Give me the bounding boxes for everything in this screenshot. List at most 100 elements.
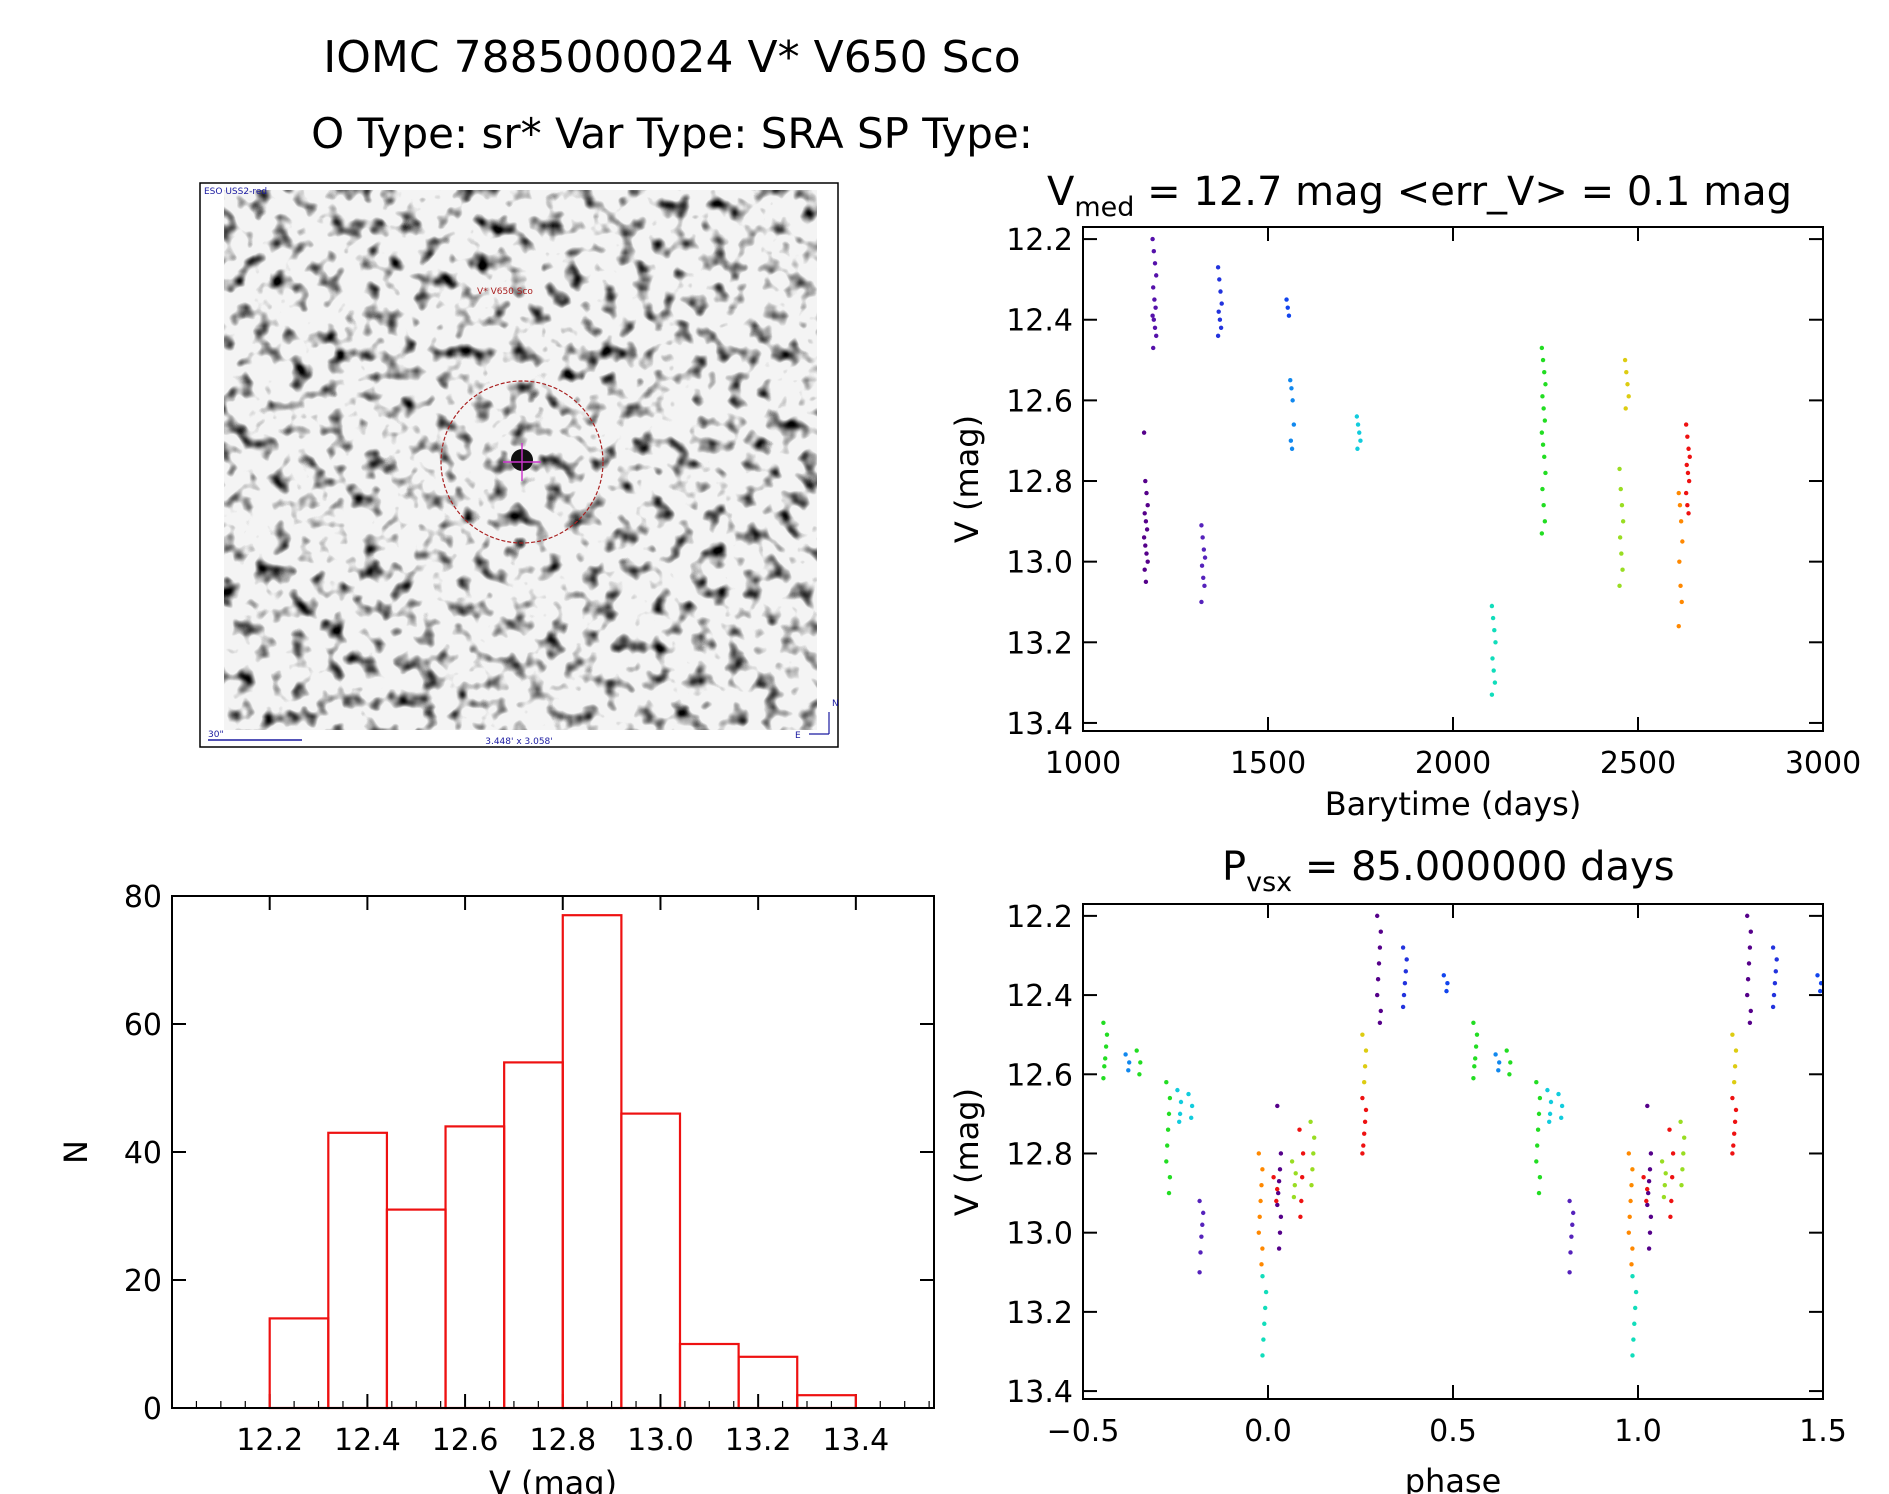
lightcurve-point bbox=[1142, 567, 1147, 572]
phased-point bbox=[1535, 1127, 1541, 1132]
histogram-xlabel: V (mag) bbox=[489, 1464, 617, 1494]
histogram-bar bbox=[327, 1131, 389, 1410]
lightcurve-point bbox=[1144, 551, 1149, 556]
histogram-bar bbox=[268, 1317, 330, 1410]
lightcurve-point bbox=[1200, 535, 1205, 540]
phased-point bbox=[1748, 1008, 1754, 1014]
lightcurve-point bbox=[1143, 543, 1148, 548]
phased-point bbox=[1102, 1064, 1107, 1069]
histogram-bar bbox=[444, 1125, 506, 1410]
lightcurve-ytick-label: 13.4 bbox=[1006, 707, 1073, 742]
phased-point bbox=[1646, 1246, 1652, 1251]
lightcurve-point bbox=[1154, 273, 1159, 278]
histogram-bar bbox=[796, 1394, 857, 1410]
phased-point bbox=[1732, 1080, 1737, 1085]
phased-point bbox=[1164, 1159, 1169, 1164]
histogram-frame bbox=[171, 895, 935, 1409]
phased-point bbox=[1197, 1198, 1202, 1204]
phased-point bbox=[1378, 1008, 1384, 1014]
phased-point bbox=[1628, 1198, 1633, 1204]
phased-xtick-label: 0.0 bbox=[1244, 1414, 1292, 1449]
phased-frame bbox=[1082, 903, 1824, 1400]
lightcurve-point bbox=[1289, 386, 1294, 391]
phased-point bbox=[1771, 992, 1777, 998]
lightcurve-point bbox=[1542, 454, 1547, 460]
phased-point bbox=[1263, 1289, 1269, 1295]
lightcurve-title: Vmed = 12.7 mag <err_V> = 0.1 mag bbox=[1047, 169, 1792, 223]
phased-point bbox=[1260, 1274, 1265, 1279]
lightcurve-point bbox=[1217, 277, 1222, 282]
phased-ytick-label: 13.4 bbox=[1006, 1375, 1073, 1410]
lightcurve-point bbox=[1151, 317, 1157, 322]
lightcurve-point bbox=[1684, 462, 1689, 468]
lightcurve-point bbox=[1217, 317, 1223, 322]
phased-point bbox=[1127, 1060, 1132, 1065]
phased-point bbox=[1534, 1159, 1539, 1164]
phased-point bbox=[1198, 1250, 1203, 1255]
lightcurve-point bbox=[1626, 394, 1631, 399]
histogram-xtick-label: 13.2 bbox=[725, 1423, 792, 1458]
lightcurve-point bbox=[1290, 398, 1295, 403]
phased-point bbox=[1200, 1222, 1205, 1227]
lightcurve-point bbox=[1492, 628, 1497, 633]
phased-point bbox=[1299, 1198, 1304, 1204]
phased-point bbox=[1730, 1032, 1735, 1037]
phased-point bbox=[1748, 929, 1754, 934]
lightcurve-ytick-label: 13.0 bbox=[1006, 546, 1073, 581]
lightcurve-point bbox=[1201, 547, 1207, 552]
phased-point bbox=[1260, 1167, 1265, 1172]
lightcurve-point bbox=[1284, 297, 1289, 302]
phased-point bbox=[1186, 1091, 1191, 1097]
lightcurve-point bbox=[1540, 486, 1545, 492]
lightcurve-point bbox=[1543, 382, 1548, 387]
lightcurve-point bbox=[1686, 478, 1692, 484]
phased-point bbox=[1773, 969, 1779, 974]
lightcurve-point bbox=[1154, 333, 1159, 339]
phased-point bbox=[1444, 988, 1449, 994]
phased-point bbox=[1258, 1198, 1263, 1204]
phased-point bbox=[1138, 1060, 1143, 1065]
phased-point bbox=[1103, 1056, 1108, 1061]
phased-point bbox=[1508, 1060, 1513, 1065]
phased-ytick-label: 12.4 bbox=[1006, 979, 1073, 1014]
lightcurve-ytick-label: 12.2 bbox=[1006, 223, 1073, 258]
phased-point bbox=[1377, 1020, 1383, 1025]
phased-point bbox=[1402, 981, 1408, 986]
histogram-xtick-label: 13.0 bbox=[627, 1423, 694, 1458]
phased-point bbox=[1493, 1052, 1498, 1057]
phased-point bbox=[1567, 1270, 1572, 1275]
phased-point bbox=[1362, 1080, 1367, 1085]
phased-point bbox=[1103, 1044, 1109, 1049]
phased-point bbox=[1745, 913, 1750, 919]
finder-image: ESO USS2-red V* V650 Sco 30" 3.448' x 3.… bbox=[199, 182, 839, 748]
phased-point bbox=[1547, 1111, 1553, 1117]
lightcurve-point bbox=[1152, 261, 1158, 266]
phased-point bbox=[1123, 1052, 1128, 1057]
phased-point bbox=[1167, 1175, 1173, 1180]
lightcurve-point bbox=[1539, 345, 1545, 351]
lightcurve-point bbox=[1686, 446, 1691, 451]
histogram-ytick-label: 40 bbox=[124, 1136, 162, 1171]
lightcurve-point bbox=[1625, 382, 1630, 387]
lightcurve-point bbox=[1201, 575, 1206, 580]
lightcurve-xtick-label: 2000 bbox=[1415, 746, 1491, 781]
phased-point bbox=[1441, 973, 1447, 978]
lightcurve-point bbox=[1619, 551, 1624, 556]
phased-point bbox=[1507, 1072, 1512, 1077]
phased-point bbox=[1259, 1182, 1264, 1188]
phased-point bbox=[1567, 1198, 1572, 1204]
phased-point bbox=[1361, 1143, 1366, 1148]
phased-point bbox=[1629, 1262, 1634, 1267]
lightcurve-point bbox=[1145, 503, 1150, 508]
lightcurve-point bbox=[1285, 305, 1290, 310]
lightcurve-point bbox=[1150, 236, 1155, 242]
phased-point bbox=[1165, 1143, 1170, 1148]
lightcurve-point bbox=[1288, 438, 1294, 443]
lightcurve-point bbox=[1141, 535, 1147, 540]
lightcurve-ylabel: V (mag) bbox=[948, 415, 986, 543]
phased-point bbox=[1770, 945, 1776, 950]
lightcurve-point bbox=[1202, 583, 1207, 589]
lightcurve-point bbox=[1216, 309, 1221, 314]
histogram-xtick-label: 12.6 bbox=[432, 1423, 499, 1458]
lightcurve-point bbox=[1142, 511, 1147, 516]
